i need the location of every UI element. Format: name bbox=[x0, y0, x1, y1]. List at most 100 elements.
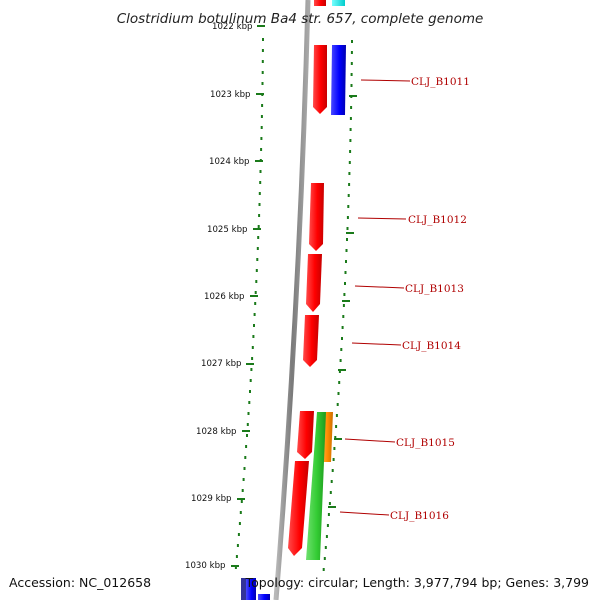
leader-clj-b1016 bbox=[339, 511, 390, 516]
leader-clj-b1012 bbox=[357, 217, 407, 220]
track-dot bbox=[346, 238, 348, 241]
track-dot bbox=[347, 205, 350, 208]
gene-label-clj-b1014[interactable]: CLJ_B1014 bbox=[402, 340, 461, 352]
track-dot bbox=[344, 282, 346, 285]
track-dot bbox=[347, 194, 350, 197]
track-dot bbox=[339, 359, 342, 362]
track-dot bbox=[237, 533, 240, 536]
track-dot bbox=[338, 381, 341, 384]
gene-partial-bottom-blue-2[interactable] bbox=[258, 594, 270, 600]
track-dot bbox=[261, 60, 264, 63]
track-dot bbox=[253, 313, 256, 316]
gene-label-clj-b1015[interactable]: CLJ_B1015 bbox=[396, 437, 455, 449]
track-dot bbox=[254, 302, 257, 305]
ruler-label: 1026 kbp bbox=[204, 292, 245, 302]
gene-label-clj-b1011[interactable]: CLJ_B1011 bbox=[411, 76, 470, 88]
track-dot bbox=[326, 524, 329, 527]
inner-dotted-track bbox=[234, 38, 264, 569]
gene-label-clj-b1013[interactable]: CLJ_B1013 bbox=[405, 283, 464, 295]
track-dot bbox=[256, 258, 259, 261]
track-dot bbox=[341, 326, 344, 329]
track-dot bbox=[350, 73, 353, 76]
track-dot bbox=[255, 280, 258, 283]
track-dot bbox=[343, 293, 346, 296]
track-dot bbox=[261, 49, 264, 52]
track-dot bbox=[344, 271, 347, 274]
gene-label-clj-b1016[interactable]: CLJ_B1016 bbox=[390, 510, 449, 522]
track-dot bbox=[351, 40, 353, 43]
gene-clj-b1016[interactable] bbox=[306, 412, 326, 560]
gene-clj-b1015-reverse[interactable] bbox=[297, 411, 314, 459]
track-dot bbox=[338, 370, 341, 373]
track-dot bbox=[333, 447, 336, 450]
track-dot bbox=[240, 500, 243, 503]
track-dot bbox=[342, 304, 345, 307]
track-dot bbox=[335, 425, 338, 428]
gene-label-clj-b1012[interactable]: CLJ_B1012 bbox=[408, 214, 467, 226]
track-dot bbox=[348, 172, 351, 175]
track-dot bbox=[260, 148, 263, 151]
track-dot bbox=[245, 445, 248, 448]
outer-ticks bbox=[328, 95, 357, 508]
track-dot bbox=[252, 335, 255, 338]
track-dot bbox=[345, 260, 347, 263]
ruler-label: 1029 kbp bbox=[191, 494, 232, 504]
track-dot bbox=[346, 216, 349, 219]
gene-clj-b1012[interactable] bbox=[309, 183, 324, 251]
leader-clj-b1013 bbox=[354, 285, 405, 289]
track-dot bbox=[253, 324, 255, 327]
track-dot bbox=[346, 227, 349, 230]
track-dot bbox=[261, 82, 264, 85]
track-dot bbox=[348, 183, 351, 186]
track-dot bbox=[258, 214, 261, 217]
track-dot bbox=[259, 181, 262, 184]
ruler-label: 1023 kbp bbox=[210, 90, 251, 100]
track-dot bbox=[259, 170, 262, 173]
ruler-label: 1024 kbp bbox=[209, 157, 250, 167]
track-dot bbox=[256, 247, 259, 250]
track-dot bbox=[345, 249, 348, 252]
track-dot bbox=[262, 38, 264, 41]
gene-partial-bottom-blue[interactable] bbox=[246, 578, 256, 600]
track-dot bbox=[251, 357, 254, 360]
gene-partial-top-cyan[interactable] bbox=[332, 0, 345, 6]
track-dot bbox=[247, 412, 250, 415]
track-dot bbox=[329, 491, 332, 494]
ruler-label: 1025 kbp bbox=[207, 225, 248, 235]
track-dot bbox=[350, 62, 353, 65]
ruler-label: 1022 kbp bbox=[212, 22, 253, 32]
gene-partial-bottom-navy[interactable] bbox=[241, 578, 249, 600]
track-dot bbox=[350, 51, 353, 54]
track-dot bbox=[234, 566, 237, 569]
gene-partial-top-red[interactable] bbox=[314, 0, 326, 6]
gene-clj-b1013[interactable] bbox=[306, 254, 322, 312]
track-dot bbox=[254, 291, 257, 294]
track-dot bbox=[350, 106, 353, 109]
track-dot bbox=[260, 137, 263, 140]
track-dot bbox=[246, 423, 249, 426]
track-dot bbox=[260, 115, 263, 118]
track-dot bbox=[325, 535, 328, 538]
track-dot bbox=[258, 203, 261, 206]
track-dot bbox=[260, 126, 263, 129]
leader-clj-b1011 bbox=[360, 79, 411, 82]
ruler-label: 1028 kbp bbox=[196, 427, 237, 437]
track-dot bbox=[251, 346, 254, 349]
track-dot bbox=[248, 401, 251, 404]
track-dot bbox=[246, 434, 248, 437]
track-dot bbox=[241, 489, 244, 492]
gene-clj-b1011[interactable] bbox=[331, 45, 346, 115]
track-dot bbox=[249, 390, 251, 393]
gene-reverse-red-2[interactable] bbox=[288, 461, 309, 556]
track-dot bbox=[242, 478, 245, 481]
track-dot bbox=[334, 436, 337, 439]
gene-clj-b1014[interactable] bbox=[303, 315, 319, 367]
track-dot bbox=[261, 71, 264, 74]
track-dot bbox=[348, 161, 351, 164]
leader-clj-b1014 bbox=[351, 342, 402, 346]
leader-clj-b1015 bbox=[344, 438, 396, 443]
gene-reverse-red-1[interactable] bbox=[313, 45, 327, 114]
track-dot bbox=[322, 568, 325, 571]
map-title: Clostridium botulinum Ba4 str. 657, comp… bbox=[117, 11, 484, 27]
